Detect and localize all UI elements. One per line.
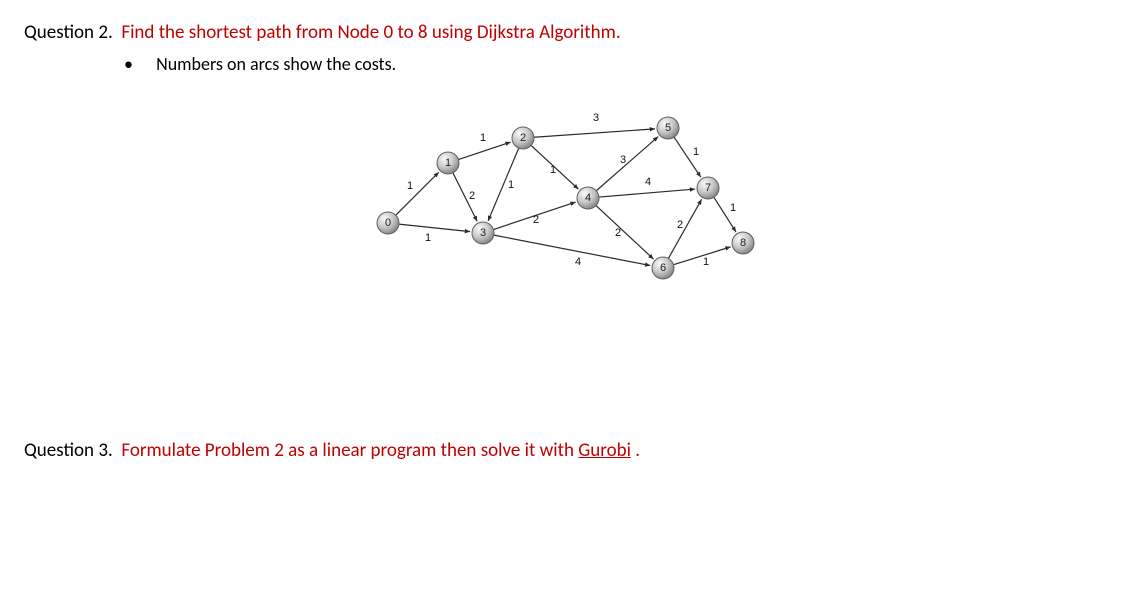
- edge-weight-4-5: 3: [619, 154, 625, 166]
- node-label-6: 6: [659, 262, 665, 274]
- edge-weight-3-4: 2: [532, 214, 538, 226]
- question-3-prefix: Formulate Problem 2 as a linear program …: [121, 439, 578, 462]
- question-3: Question 3. Formulate Problem 2 as a lin…: [24, 438, 1101, 465]
- question-3-text: Formulate Problem 2 as a linear program …: [121, 439, 640, 462]
- edge-2-3: [488, 148, 519, 221]
- edge-weight-3-6: 4: [574, 256, 580, 268]
- edge-weight-5-7: 1: [692, 146, 698, 158]
- edge-weight-1-3: 2: [468, 190, 474, 202]
- node-label-7: 7: [704, 182, 710, 194]
- edge-4-6: [596, 205, 653, 259]
- question-2-label: Question 2.: [24, 21, 113, 44]
- bullet-icon: •: [124, 53, 152, 75]
- node-label-8: 8: [739, 237, 745, 249]
- edge-weight-2-5: 3: [592, 112, 598, 124]
- question-2-bullet: • Numbers on arcs show the costs.: [124, 53, 1101, 75]
- edge-weight-0-3: 1: [424, 232, 430, 244]
- edge-weight-2-3: 1: [507, 179, 513, 191]
- node-label-1: 1: [444, 157, 450, 169]
- edge-weight-7-8: 1: [729, 202, 735, 214]
- question-2-text: Find the shortest path from Node 0 to 8 …: [121, 21, 620, 44]
- question-3-tool: Gurobi: [578, 439, 631, 462]
- question-3-label: Question 3.: [24, 439, 113, 462]
- edge-weight-0-1: 1: [406, 180, 412, 192]
- edge-weight-4-7: 4: [644, 176, 650, 188]
- edge-0-1: [395, 172, 438, 215]
- edge-0-3: [398, 224, 469, 231]
- question-3-suffix: .: [631, 439, 640, 462]
- edge-2-5: [533, 128, 654, 136]
- edge-weight-2-4: 1: [549, 164, 555, 176]
- edge-weight-6-8: 1: [702, 256, 708, 268]
- node-label-2: 2: [519, 132, 525, 144]
- edge-4-7: [598, 189, 694, 197]
- question-2: Question 2. Find the shortest path from …: [24, 20, 1101, 47]
- node-label-3: 3: [479, 227, 485, 239]
- edge-3-6: [493, 235, 649, 265]
- edge-weight-1-2: 1: [479, 132, 485, 144]
- node-label-4: 4: [584, 192, 590, 204]
- edge-weight-6-7: 2: [676, 219, 682, 231]
- node-label-0: 0: [384, 217, 390, 229]
- question-2-bullet-text: Numbers on arcs show the costs.: [156, 53, 396, 75]
- edge-weight-4-6: 2: [614, 227, 620, 239]
- edge-6-7: [668, 199, 701, 258]
- graph-diagram: 1 1 1 2 1 1 3 2 4 3 2 4 1 2 1 1 0 1 2 3 4 5 6 7 8: [24, 93, 1101, 298]
- node-label-5: 5: [664, 122, 670, 134]
- edge-1-2: [458, 142, 510, 159]
